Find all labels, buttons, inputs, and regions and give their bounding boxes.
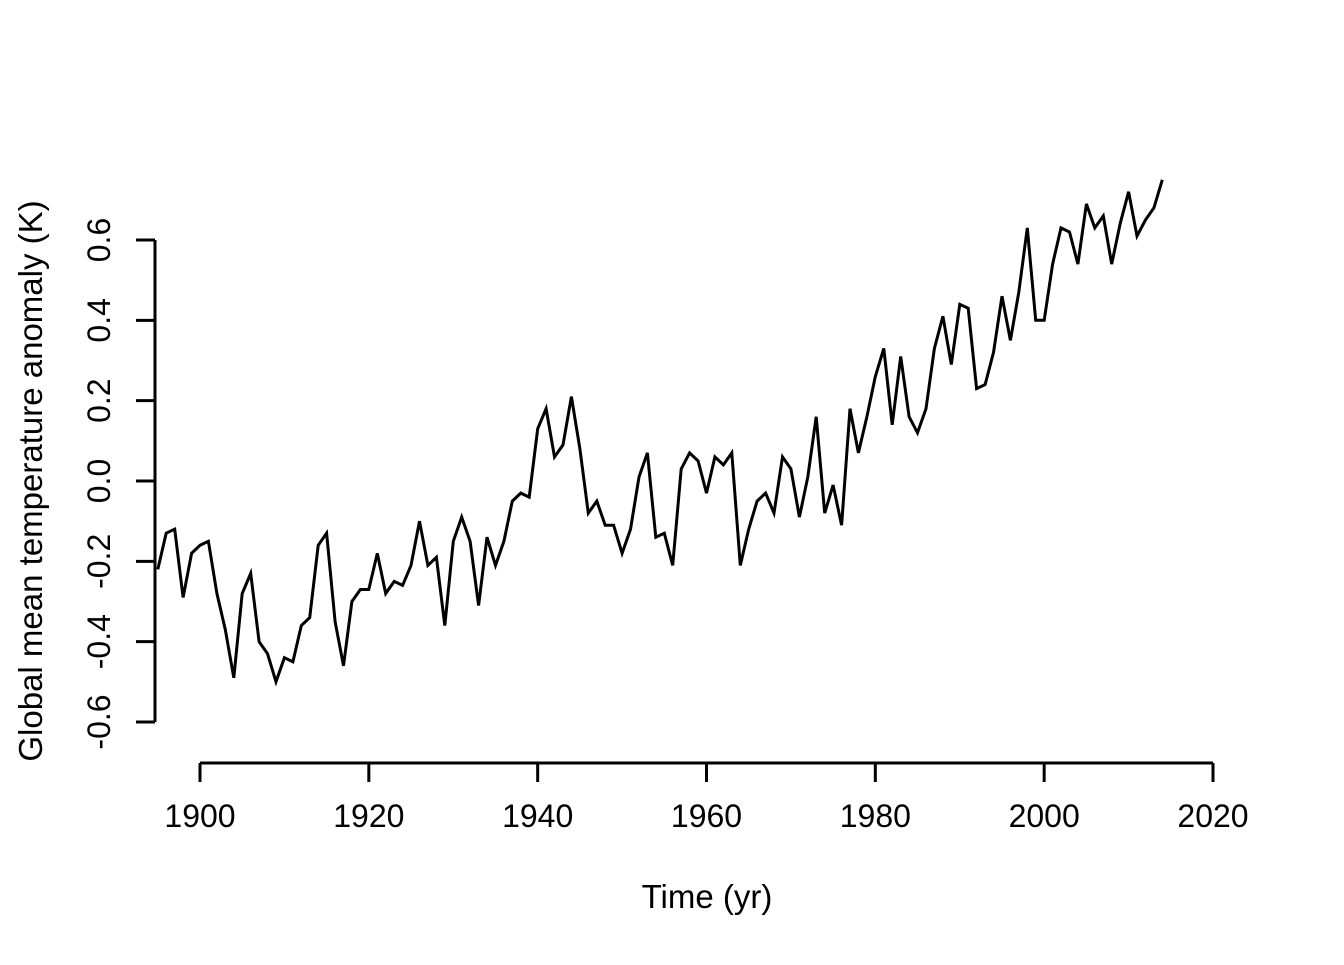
x-tick-label: 1940 — [502, 798, 573, 834]
y-tick-label: 0.6 — [81, 218, 117, 262]
y-tick-label: -0.4 — [81, 614, 117, 669]
y-tick-labels: -0.6 -0.4 -0.2 0.0 0.2 0.4 0.6 — [81, 218, 117, 750]
y-tick-label: 0.2 — [81, 378, 117, 422]
x-axis-title: Time (yr) — [642, 878, 773, 915]
x-tick-labels: 1900 1920 1940 1960 1980 2000 2020 — [164, 798, 1248, 834]
y-tick-marks — [136, 238, 155, 724]
x-tick-label: 1980 — [840, 798, 911, 834]
y-tick-label: 0.4 — [81, 298, 117, 342]
x-tick-label: 2020 — [1177, 798, 1248, 834]
y-tick-label: 0.0 — [81, 459, 117, 503]
y-axis-title: Global mean temperature anomaly (K) — [12, 200, 49, 761]
x-tick-label: 2000 — [1009, 798, 1080, 834]
x-tick-label: 1900 — [164, 798, 235, 834]
x-tick-label: 1920 — [333, 798, 404, 834]
y-tick-label: -0.2 — [81, 534, 117, 589]
temperature-line — [156, 179, 1164, 687]
x-axis: 1900 1920 1940 1960 1980 2000 2020 — [164, 761, 1249, 834]
y-axis: -0.6 -0.4 -0.2 0.0 0.2 0.4 0.6 — [81, 218, 157, 750]
x-tick-label: 1960 — [671, 798, 742, 834]
x-tick-marks — [198, 763, 1215, 782]
y-tick-label: -0.6 — [81, 694, 117, 749]
